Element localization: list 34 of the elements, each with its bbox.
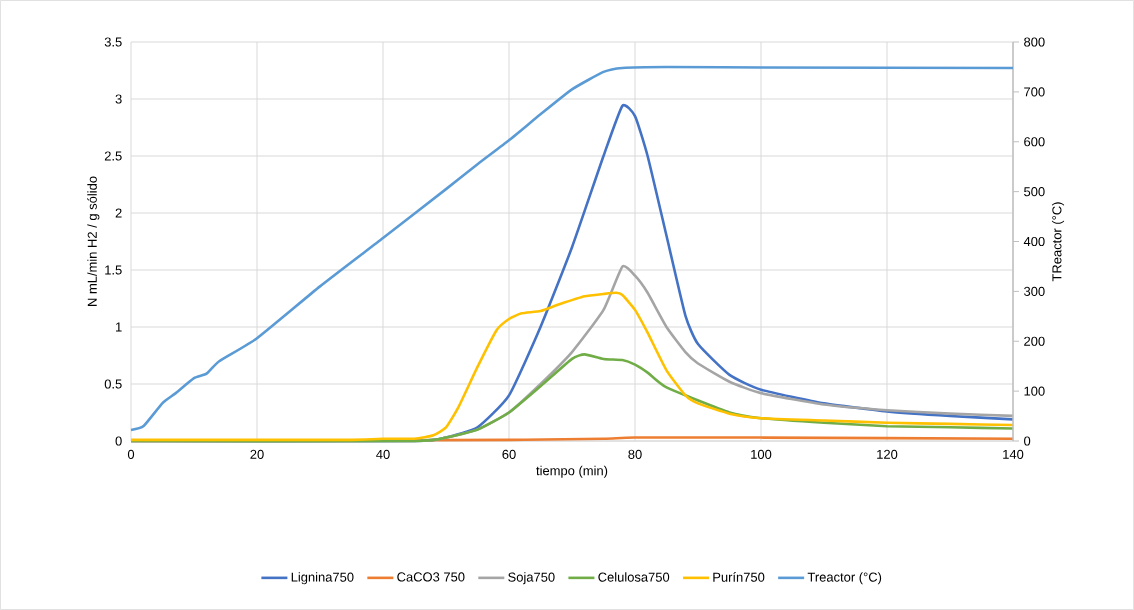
legend-label: Treactor (°C)	[807, 572, 882, 585]
y2-tick-label: 0	[1024, 436, 1031, 446]
legend-label: Lignina750	[291, 572, 354, 585]
y-tick-label: 3.5	[104, 37, 122, 47]
x-tick-label: 120	[877, 449, 898, 459]
x-tick-label: 140	[1003, 449, 1024, 459]
y-tick-label: 1	[116, 322, 122, 332]
y2-tick-label: 100	[1024, 386, 1045, 396]
y-tick-label: 0.5	[104, 379, 122, 389]
y-tick-label: 2.5	[104, 151, 122, 161]
y2-tick-label: 700	[1024, 87, 1045, 97]
y2-axis-title: TReactor (°C)	[1051, 202, 1065, 282]
legend-label: Soja750	[508, 572, 555, 585]
legend-label: CaCO3 750	[397, 572, 465, 582]
y2-tick-label: 300	[1024, 286, 1045, 296]
y2-tick-label: 800	[1024, 37, 1045, 47]
x-axis-title: tiempo (min)	[536, 465, 608, 478]
x-tick-label: 20	[250, 449, 264, 459]
x-tick-label: 40	[376, 449, 390, 459]
x-tick-label: 60	[502, 449, 516, 459]
y2-tick-label: 400	[1023, 236, 1045, 247]
x-tick-label: 100	[751, 449, 772, 459]
y-tick-label: 3	[115, 94, 122, 104]
x-tick-label: 0	[127, 449, 135, 459]
y2-tick-label: 600	[1024, 137, 1045, 147]
y2-tick-label: 200	[1024, 336, 1045, 346]
y-tick-label: 1.5	[105, 265, 122, 275]
legend-label: Purín750	[713, 572, 765, 582]
legend-label: Celulosa750	[598, 572, 670, 582]
y2-tick-label: 500	[1024, 187, 1045, 197]
y-axis-title: N mL/min H2 / g sólido	[87, 176, 100, 306]
y-tick-label: 0	[115, 436, 122, 446]
y-tick-label: 2	[115, 208, 122, 218]
x-tick-label: 80	[628, 449, 642, 459]
